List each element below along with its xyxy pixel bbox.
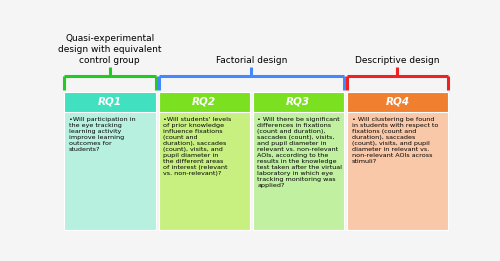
Text: RQ1: RQ1	[98, 97, 122, 107]
Text: RQ3: RQ3	[286, 97, 310, 107]
Text: •Will students' levels
of prior knowledge
influence fixations
(count and
duratio: •Will students' levels of prior knowledg…	[163, 117, 232, 176]
FancyBboxPatch shape	[253, 112, 344, 230]
FancyBboxPatch shape	[158, 112, 250, 230]
Text: • Will clustering be found
in students with respect to
fixations (count and
dura: • Will clustering be found in students w…	[352, 117, 438, 164]
Text: Factorial design: Factorial design	[216, 56, 287, 66]
FancyBboxPatch shape	[64, 92, 156, 112]
FancyBboxPatch shape	[158, 92, 250, 112]
Text: •Will participation in
the eye tracking
learning activity
improve learning
outco: •Will participation in the eye tracking …	[69, 117, 136, 152]
FancyBboxPatch shape	[253, 92, 344, 112]
Text: • Will there be significant
differences in fixations
(count and duration),
sacca: • Will there be significant differences …	[258, 117, 342, 188]
Text: Descriptive design: Descriptive design	[355, 56, 440, 66]
Text: RQ2: RQ2	[192, 97, 216, 107]
FancyBboxPatch shape	[64, 112, 156, 230]
Text: Quasi-experimental
design with equivalent
control group: Quasi-experimental design with equivalen…	[58, 34, 162, 66]
Text: RQ4: RQ4	[386, 97, 409, 107]
FancyBboxPatch shape	[347, 92, 448, 112]
FancyBboxPatch shape	[347, 112, 448, 230]
